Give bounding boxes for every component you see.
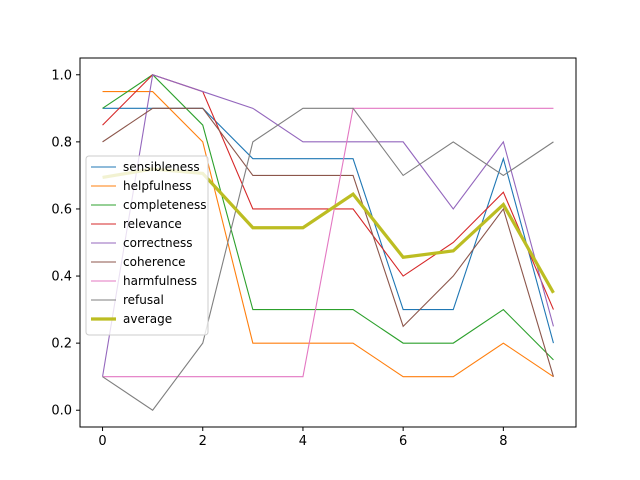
legend-label-sensibleness: sensibleness bbox=[123, 160, 200, 174]
legend-label-coherence: coherence bbox=[123, 255, 186, 269]
series-line-refusal bbox=[102, 107, 554, 411]
legend-label-refusal: refusal bbox=[123, 293, 164, 307]
x-tick-label: 8 bbox=[499, 434, 507, 449]
y-axis: 0.0 0.2 0.4 0.6 0.8 1.0 bbox=[51, 68, 80, 419]
series-line-completeness bbox=[102, 74, 554, 361]
legend-label-average: average bbox=[123, 312, 172, 326]
legend-box bbox=[85, 155, 209, 336]
legend-label-helpfulness: helpfulness bbox=[123, 179, 192, 193]
y-tick-label: 0.6 bbox=[51, 202, 72, 217]
y-tick-label: 0.4 bbox=[51, 270, 72, 285]
y-tick-label: 0.0 bbox=[51, 404, 72, 419]
x-tick-label: 6 bbox=[399, 434, 407, 449]
legend: sensibleness helpfulness completeness relev… bbox=[85, 155, 209, 336]
y-tick-label: 0.8 bbox=[51, 135, 72, 150]
x-tick-label: 2 bbox=[199, 434, 207, 449]
series-line-correctness bbox=[102, 74, 554, 377]
legend-label-correctness: correctness bbox=[123, 236, 193, 250]
legend-label-harmfulness: harmfulness bbox=[123, 274, 197, 288]
x-tick-label: 0 bbox=[98, 434, 106, 449]
y-tick-label: 1.0 bbox=[51, 68, 72, 83]
y-tick-label: 0.2 bbox=[51, 337, 72, 352]
series-line-coherence bbox=[102, 107, 554, 377]
series-line-helpfulness bbox=[102, 91, 554, 378]
legend-label-completeness: completeness bbox=[123, 198, 207, 212]
x-tick-label: 4 bbox=[299, 434, 307, 449]
plot-frame bbox=[79, 57, 577, 428]
x-axis: 0 2 4 6 8 bbox=[98, 427, 507, 449]
legend-label-relevance: relevance bbox=[123, 217, 182, 231]
